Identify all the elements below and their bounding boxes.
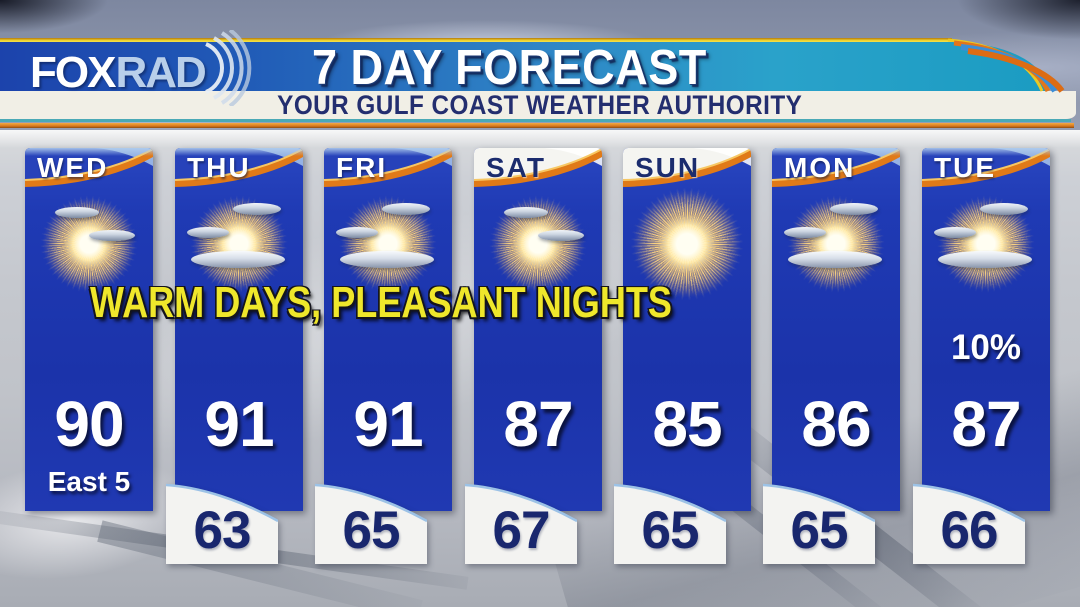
forecast-column-wed: WED 90 East 5 <box>25 148 153 607</box>
headline-banner: WARM DAYS, PLEASANT NIGHTS <box>90 278 673 327</box>
day-header: TUE <box>922 148 1050 192</box>
weather-icon <box>336 194 440 294</box>
day-panel: SUN 85 <box>623 148 751 511</box>
low-box-curve <box>465 483 577 564</box>
forecast-column-fri: FRI 91 65 <box>315 148 452 607</box>
subtitle-band <box>0 91 1076 119</box>
day-label: WED <box>37 152 109 183</box>
title-band <box>0 42 1046 91</box>
day-panel: MON 86 <box>772 148 900 511</box>
low-temp: 65 <box>342 501 401 560</box>
low-temp: 65 <box>641 501 700 560</box>
day-panel: FRI 91 <box>324 148 452 511</box>
forecast-column-sun: SUN 85 65 <box>614 148 751 607</box>
logo-fox-text: FOX <box>30 48 116 97</box>
low-temp: 63 <box>193 501 252 560</box>
gold-top-stripe <box>0 38 952 43</box>
high-temp: 86 <box>801 388 871 460</box>
forecast-column-tue: TUE 10% 87 66 <box>913 148 1050 607</box>
day-label: FRI <box>336 152 388 183</box>
day-panel: SAT 87 <box>474 148 602 511</box>
cloud-icon <box>830 203 878 215</box>
foxrad-logo: FOXRAD <box>30 30 260 106</box>
weather-icon <box>486 194 590 294</box>
day-header: MON <box>772 148 900 192</box>
weather-icon <box>37 194 141 294</box>
forecast-column-thu: THU 91 63 <box>166 148 303 607</box>
day-label: THU <box>187 152 251 183</box>
day-header: THU <box>175 148 303 192</box>
low-temp-box: 65 <box>614 478 726 564</box>
day-header: WED <box>25 148 153 192</box>
low-temp: 67 <box>492 501 551 560</box>
page-subtitle: YOUR GULF COAST WEATHER AUTHORITY <box>0 92 1080 119</box>
day-panel: THU 91 <box>175 148 303 511</box>
cloud-icon <box>89 230 135 241</box>
forecast-column-sat: SAT 87 67 <box>465 148 602 607</box>
low-temp-box: 65 <box>315 478 427 564</box>
high-temp: 87 <box>951 388 1021 460</box>
orange-bottom-stripe <box>0 123 1074 128</box>
header-banner: FOXRAD 7 DAY FORECAST YOUR GULF COAST WE… <box>0 0 1080 135</box>
cloud-icon <box>938 251 1032 268</box>
cloud-icon <box>382 203 430 215</box>
banner-end-swoosh-decoration <box>947 38 1065 93</box>
weather-icon <box>784 194 888 294</box>
cloud-icon <box>340 251 434 268</box>
low-temp-box: 63 <box>166 478 278 564</box>
cloud-icon <box>788 251 882 268</box>
teal-bottom-stripe <box>0 119 1071 122</box>
cloud-icon <box>980 203 1028 215</box>
high-temp: 91 <box>204 388 274 460</box>
high-temp: 85 <box>652 388 722 460</box>
day-panel: WED 90 East 5 <box>25 148 153 511</box>
weather-icon <box>631 188 743 300</box>
day-label: MON <box>784 152 856 183</box>
low-temp: 65 <box>790 501 849 560</box>
header-swoosh-decoration <box>474 148 602 187</box>
day-label: SUN <box>635 152 701 183</box>
day-label: TUE <box>934 152 996 183</box>
low-temp: 66 <box>940 501 999 560</box>
forecast-column-mon: MON 86 65 <box>763 148 900 607</box>
cloud-icon <box>934 227 976 238</box>
precip-chance: 10% <box>950 328 1022 367</box>
cloud-icon <box>187 227 229 238</box>
cloud-icon <box>784 227 826 238</box>
cloud-icon <box>538 230 584 241</box>
radar-waves-icon <box>205 30 252 106</box>
weather-icon <box>187 194 291 294</box>
cloud-icon <box>336 227 378 238</box>
cloud-icon <box>233 203 281 215</box>
header-swoosh-decoration <box>623 148 751 187</box>
logo-rad-text: RAD <box>115 48 206 97</box>
low-temp-box: 67 <box>465 478 577 564</box>
page-title: 7 DAY FORECAST <box>312 41 707 95</box>
day-header: SAT <box>474 148 602 192</box>
high-temp: 90 <box>54 388 124 460</box>
cloud-icon <box>55 207 99 218</box>
high-temp: 87 <box>503 388 573 460</box>
day-label: SAT <box>486 152 546 183</box>
day-header: SUN <box>623 148 751 192</box>
sun-icon <box>631 188 743 300</box>
day-panel: TUE 10% 87 <box>922 148 1050 511</box>
weather-icon <box>934 194 1038 294</box>
day-header: FRI <box>324 148 452 192</box>
cloud-icon <box>504 207 548 218</box>
page-subtitle-text: YOUR GULF COAST WEATHER AUTHORITY <box>277 90 803 120</box>
cloud-icon <box>191 251 285 268</box>
low-temp-box: 65 <box>763 478 875 564</box>
wind-label: East 5 <box>47 466 131 497</box>
low-temp-box: 66 <box>913 478 1025 564</box>
high-temp: 91 <box>353 388 423 460</box>
